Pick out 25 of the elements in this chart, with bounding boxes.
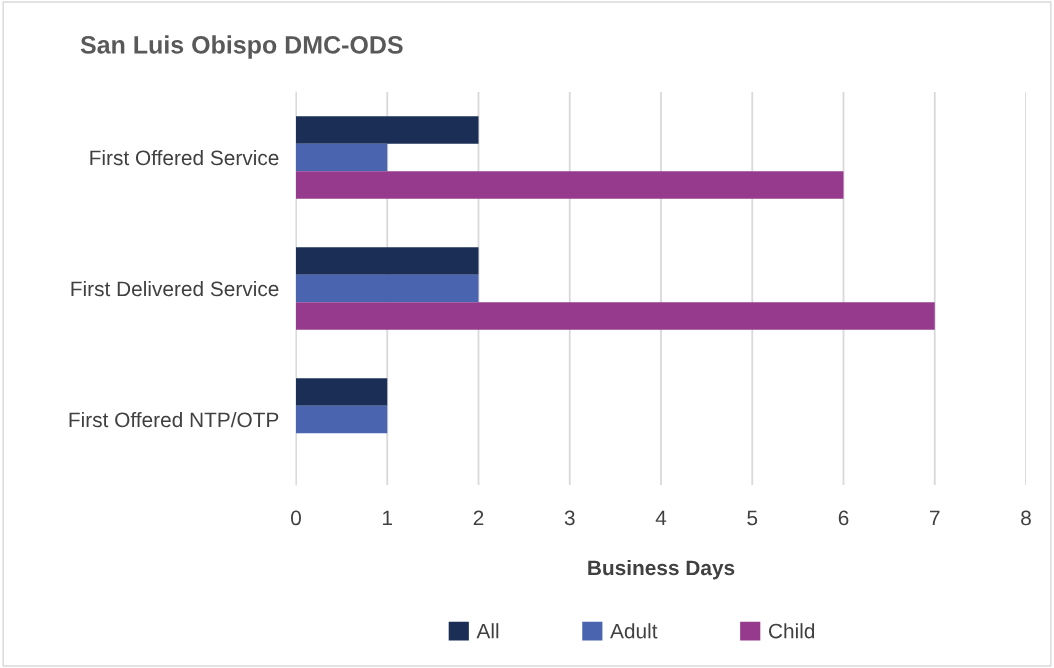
y-tick-label: First Offered NTP/OTP	[69, 411, 279, 428]
legend-label: Adult	[610, 623, 658, 639]
bar	[296, 274, 479, 303]
x-tick-label: 4	[655, 510, 667, 526]
bar	[296, 378, 388, 406]
x-tick-label: 2	[473, 510, 484, 526]
legend-label: All	[476, 623, 499, 639]
x-tick-label: 6	[838, 510, 849, 526]
bar	[296, 405, 388, 434]
y-tick-label: First Offered Service	[90, 149, 279, 166]
x-tick-label: 7	[930, 510, 940, 526]
bar	[296, 171, 844, 199]
x-axis-title: Business Days	[588, 559, 735, 580]
legend-label: Child	[769, 623, 815, 639]
bar	[296, 247, 479, 275]
x-tick-label: 0	[291, 510, 301, 526]
x-tick-label: 3	[564, 510, 575, 526]
bar	[296, 116, 479, 144]
bar	[296, 302, 935, 330]
chart-title: San Luis Obispo DMC-ODS	[80, 35, 403, 59]
bar	[296, 143, 388, 172]
x-tick-label: 1	[383, 510, 393, 526]
x-tick-label: 5	[747, 510, 758, 526]
x-tick-label: 8	[1021, 510, 1031, 526]
y-tick-label: First Delivered Service	[71, 280, 279, 297]
